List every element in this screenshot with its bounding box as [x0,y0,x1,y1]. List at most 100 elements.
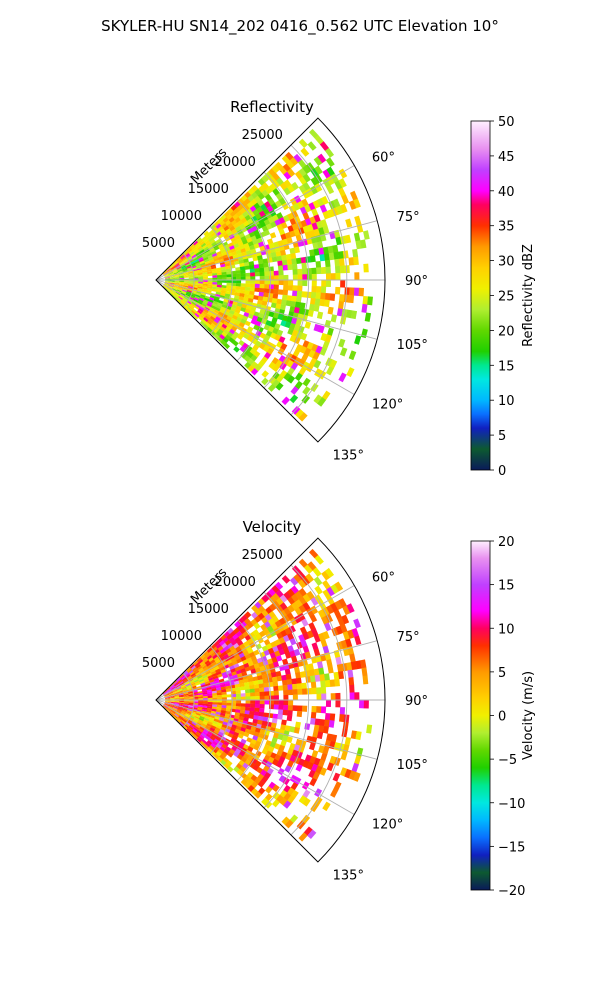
radar-cell [200,684,207,688]
radar-cell [295,296,302,303]
radar-cell [262,678,269,684]
radar-cell [226,702,232,706]
radar-cell [313,359,322,369]
radar-cell [205,305,212,310]
radar-cell [212,720,219,725]
radar-cell [187,248,193,254]
radar-cell [218,255,224,261]
radar-cell [250,280,256,284]
radar-cell [229,730,235,736]
radar-cell [182,297,188,302]
radar-cell [168,286,173,290]
radar-cell [245,706,251,712]
radar-cell [221,694,227,698]
radar-cell [173,714,179,719]
radar-cell [179,301,185,307]
radar-cell [250,235,257,242]
radar-cell [338,372,347,383]
radar-cell [326,604,335,615]
radar-cell [168,270,173,274]
radar-cell [164,281,170,284]
radar-cell [334,600,343,610]
radar-cell [211,270,218,274]
radar-cell [240,247,247,254]
radar-cell [243,258,249,264]
radar-cell [316,731,324,740]
radar-cell [176,298,181,304]
radar-cell [181,266,187,270]
radar-cell [193,297,200,302]
radar-cell [306,341,314,351]
radar-cell [185,713,191,717]
radar-cell [185,293,191,297]
radar-cell [196,737,202,743]
radar-cell [213,246,220,251]
radar-cell [295,409,305,419]
radar-cell [283,694,289,701]
radar-cell [322,726,329,734]
radar-cell [172,260,178,265]
radar-cell [203,258,210,263]
radar-cell [299,626,308,635]
radar-cell [297,200,305,209]
radar-cell [178,286,184,289]
radar-cell [261,594,270,603]
radar-cell [301,361,310,370]
radar-cell [315,345,323,354]
radar-cell [203,678,210,683]
radar-cell [309,357,318,367]
radar-cell [249,287,256,292]
radar-cell [332,772,341,782]
radar-cell [344,234,352,244]
radar-cell [272,600,281,609]
radar-cell [257,255,263,261]
radar-cell [289,774,298,783]
radar-cell [243,293,250,299]
radar-cell [292,203,301,211]
radar-cell [163,705,168,710]
radar-cell [169,276,175,278]
radar-cell [243,618,251,625]
radar-cell [223,664,230,670]
radar-cell [324,679,331,688]
radar-cell [171,709,177,713]
angle-tick-label: 90° [405,694,428,709]
radar-cell [306,268,313,275]
radial-tick-label: 5000 [142,236,175,251]
radar-cell [164,283,170,286]
radar-cell [227,312,234,318]
radar-cell [338,598,347,608]
colorbar-tick-label: 30 [498,255,515,270]
radar-cell [303,347,312,356]
radar-cell [202,694,208,697]
radar-cell [198,694,204,697]
radar-cell [287,632,295,641]
radar-cell [259,308,266,315]
radar-cell [326,733,333,742]
radar-cell [225,219,232,226]
radar-cell [342,631,351,641]
radar-cell [207,663,213,669]
radar-cell [207,285,213,289]
radar-cell [257,679,264,685]
radar-cell [287,327,294,336]
radar-cell [226,700,232,704]
radar-cell [206,289,212,294]
radar-cell [316,693,322,701]
radar-cell [169,263,174,268]
radar-cell [271,737,278,744]
radar-cell [208,656,215,663]
radar-cell [234,308,241,314]
radar-cell [163,285,168,289]
radar-cell [268,603,277,612]
radar-cell [235,693,242,698]
radar-cell [299,302,306,310]
radar-cell [167,707,173,711]
radar-cell [177,689,183,693]
radar-cell [311,285,317,293]
radar-cell [250,248,257,254]
radar-cell [313,156,323,166]
radar-cell [244,710,250,715]
radar-cell [186,667,192,672]
radar-cell [255,280,261,285]
